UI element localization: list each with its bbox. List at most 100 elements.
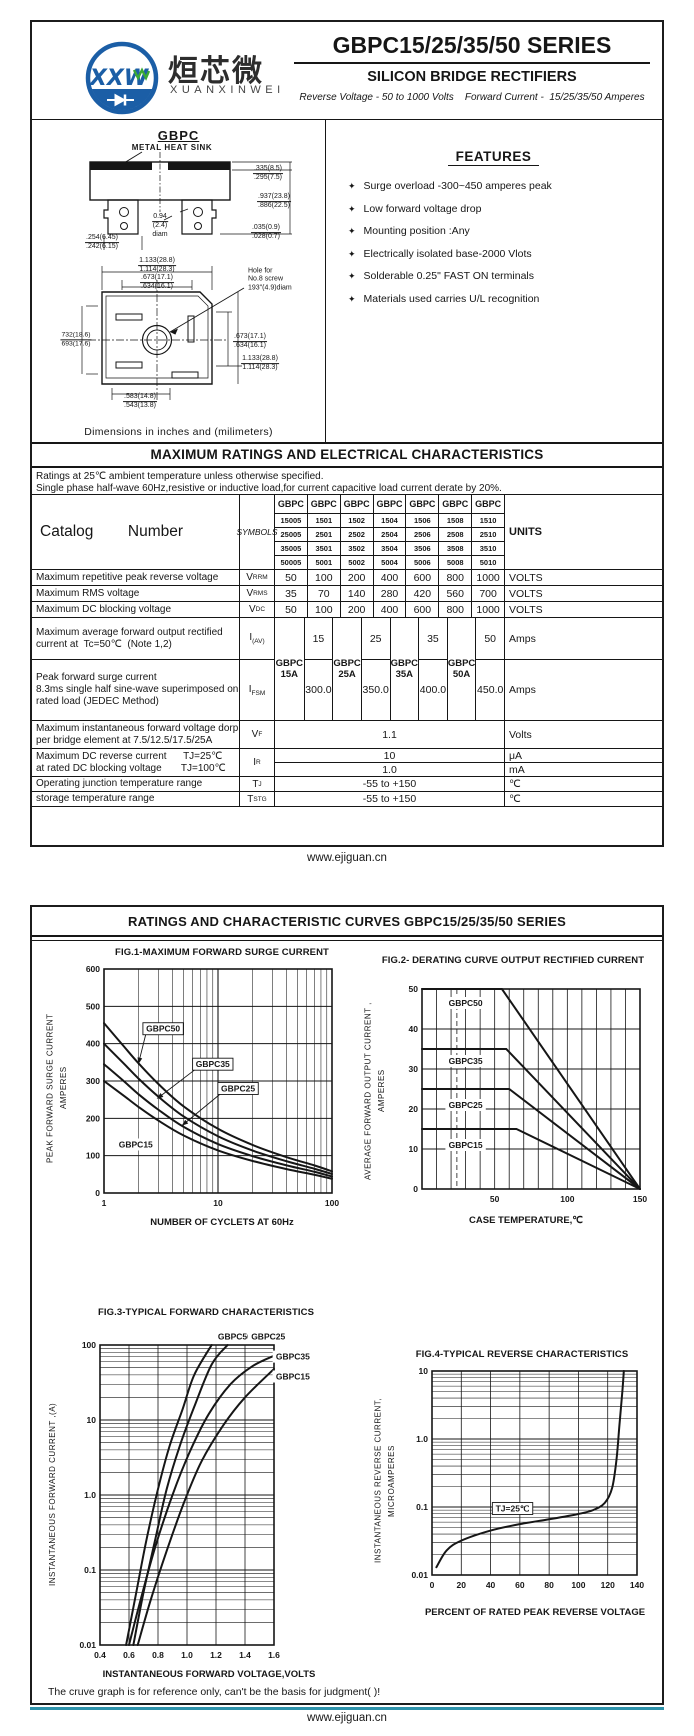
fig1-forward-surge-chart: FIG.1-MAXIMUM FORWARD SURGE CURRENT PEAK…	[44, 945, 374, 1228]
row-unit: VOLTS	[504, 586, 662, 601]
page2-footer-url: www.ejiguan.cn	[307, 1712, 387, 1724]
x-tick-label: 120	[601, 1580, 615, 1590]
fig2-title: FIG.2- DERATING CURVE OUTPUT RECTIFIED C…	[381, 955, 645, 966]
catalog-number-cell: GBPC	[438, 495, 471, 513]
catalog-number-cell: GBPC	[306, 495, 340, 513]
catalog-number-cell: 3510	[471, 542, 504, 555]
hole-note: Hole for No.8 screw 193"(4.9)diam	[248, 267, 292, 292]
curve-label-GBPC50: GBPC50	[218, 1331, 252, 1341]
catalog-number-cell: 1502	[339, 514, 373, 527]
ifsm-label: Peak forward surge current 8.3ms single …	[36, 672, 239, 707]
catalog-number-row: 15005 1501 1502 1504 1506 1508 1510	[275, 514, 504, 528]
x-tick-label: 40	[486, 1580, 496, 1590]
catalog-row: Catalog Number SYMBOLS GBPC GBPC GBPC GBPC G…	[32, 495, 662, 570]
value-cell: 560	[438, 586, 471, 601]
row-symbol: V RMS	[240, 586, 275, 601]
catalog-number-row: 50005 5001 5002 5004 5006 5008 5010	[275, 556, 504, 569]
y-tick-label: 20	[409, 1104, 419, 1114]
catalog-number-cell: GBPC	[405, 495, 438, 513]
iav-unit: Amps	[505, 618, 662, 660]
table-row-tstg: storage temperature range T STG -55 to +1…	[32, 792, 662, 807]
series-typical	[435, 1370, 625, 1569]
x-tick-label: 0.6	[123, 1650, 135, 1660]
features-heading: FEATURES	[325, 148, 662, 166]
ir-unit-100c: mA	[509, 763, 525, 776]
catalog-number-cell: 5008	[438, 556, 471, 569]
catalog-number-grid: GBPC GBPC GBPC GBPC GBPC GBPC GBPC 15005 1501 150…	[275, 495, 504, 569]
datasheet-page-1: XXW 烜芯微 XUANXINWEI GBPC15/25/35/50 SERIE…	[30, 20, 664, 847]
x-tick-label: 1.6	[268, 1650, 280, 1660]
fig1-x-axis-label: NUMBER OF CYCLETS AT 60Hz	[150, 1217, 294, 1228]
dimension-label: 732(18.6) 693(17.6)	[60, 331, 92, 348]
units-header: UNITS	[504, 495, 662, 569]
row-unit: Volts	[504, 721, 662, 748]
x-tick-label: 1	[102, 1198, 107, 1208]
catalog-number-cell: 5002	[339, 556, 373, 569]
value-cell: 200	[339, 602, 373, 617]
series-GBPC15	[103, 1080, 333, 1180]
catalog-number-cell: 5006	[405, 556, 438, 569]
side-view-drawing	[89, 151, 292, 250]
row-values: 50 100 200 400 600 800 1000	[275, 602, 504, 617]
x-tick-label: 100	[571, 1580, 585, 1590]
curve-label-GBPC15: GBPC15	[276, 1372, 310, 1382]
feature-item: ✦ Electrically isolated base-2000 Vlots	[348, 248, 658, 261]
package-side-view: METAL HEAT SINK .335(8.5) .295(7.5) .937(23…	[60, 138, 310, 254]
fig4-plot: TJ=25℃ 0 20 40 60 80 100 120 140 0.01 0.1 1.0 10	[411, 1366, 644, 1590]
iav-label: Maximum average forward output rectified…	[32, 618, 239, 660]
fig4-y-axis-label: INSTANTANEOUS REVERSE CURRENT, MICROAMPE…	[373, 1398, 396, 1564]
feature-item: ✦ Materials used carries U/L recognition	[348, 293, 658, 306]
ratings-table: Catalog Number SYMBOLS GBPC GBPC GBPC GBPC G…	[32, 494, 662, 807]
current-values-grid: GBPC 15A 15 300.0 GBPC 25A 25 350.0 GBPC…	[275, 618, 504, 720]
dimension-label: 1.133(28.8) 1.114(28.3)	[241, 355, 279, 372]
catalog-number-cell: 5010	[471, 556, 504, 569]
curve-label-GBPC25: GBPC25	[251, 1331, 285, 1341]
value-cell: 200	[339, 570, 373, 585]
feature-text: Solderable 0.25" FAST ON terminals	[363, 270, 534, 282]
dimension-label: 0.94 (2.4)	[152, 213, 168, 230]
feature-item: ✦ Solderable 0.25" FAST ON terminals	[348, 270, 658, 283]
row-label: Maximum repetitive peak reverse voltage	[36, 571, 219, 583]
ir-value-25c: 10	[275, 749, 504, 763]
value-cell: 800	[438, 602, 471, 617]
value-cell: 1000	[471, 570, 504, 585]
feature-text: Mounting position :Any	[363, 225, 470, 237]
row-label: Maximum DC blocking voltage	[36, 603, 172, 615]
row-symbol: V RRM	[240, 570, 275, 585]
catalog-number-row: 35005 3501 3502 3504 3506 3508 3510	[275, 542, 504, 556]
fig2-derating-chart: FIG.2- DERATING CURVE OUTPUT RECTIFIED C…	[362, 953, 664, 1226]
row-values: 35 70 140 280 420 560 700	[275, 586, 504, 601]
curve-label-GBPC35: GBPC35	[196, 1059, 230, 1069]
dimension-label: .583(14.8) .543(13.8)	[123, 393, 157, 410]
x-tick-label: 150	[633, 1194, 647, 1204]
catalog-number-row: GBPC GBPC GBPC GBPC GBPC GBPC GBPC	[275, 495, 504, 514]
dimension-label: .673(17.1) .634(16.1)	[140, 274, 174, 291]
feature-text: Electrically isolated base-2000 Vlots	[363, 247, 532, 260]
feature-bullet-icon: ✦	[348, 248, 356, 259]
y-tick-label: 10	[409, 1144, 419, 1154]
table-row-vdc: Maximum DC blocking voltage V DC 50 100 2…	[32, 602, 662, 618]
dimension-label: .035(0.9) .028(0.7)	[250, 224, 282, 241]
svg-text:XXW: XXW	[88, 66, 150, 91]
ratings-note-2: Single phase half-wave 60Hz,resistive or…	[36, 482, 502, 494]
dimensions-caption: Dimensions in inches and (milimeters)	[84, 426, 273, 438]
dimension-label: .254(6.45) .242(6.15)	[85, 234, 119, 251]
y-tick-label: 10	[87, 1415, 97, 1425]
series-GBPC50	[421, 988, 641, 1190]
part-cell: GBPC 15A	[275, 658, 304, 680]
dimension-label: diam	[152, 230, 168, 238]
iav-value: 50	[475, 618, 504, 660]
row-label: Maximum RMS voltage	[36, 587, 140, 599]
fig3-x-axis-label: INSTANTANEOUS FORWARD VOLTAGE,VOLTS	[102, 1669, 316, 1680]
y-tick-label: 200	[86, 1113, 100, 1123]
page1-footer-url: www.ejiguan.cn	[307, 852, 387, 864]
catalog-number-cell: 1508	[438, 514, 471, 527]
feature-item: ✦ Surge overload -300~450 amperes peak	[348, 180, 658, 193]
feature-bullet-icon: ✦	[348, 226, 356, 236]
catalog-number-cell: 2510	[471, 528, 504, 541]
row-label: per bridge element at 7.5/12.5/17.5/25A	[36, 734, 213, 746]
datasheet-page-2: RATINGS AND CHARACTERISTIC CURVES GBPC15…	[30, 905, 664, 1705]
y-tick-label: 300	[86, 1076, 100, 1086]
ratings-notes: Ratings at 25℃ ambient temperature unles…	[36, 471, 502, 494]
